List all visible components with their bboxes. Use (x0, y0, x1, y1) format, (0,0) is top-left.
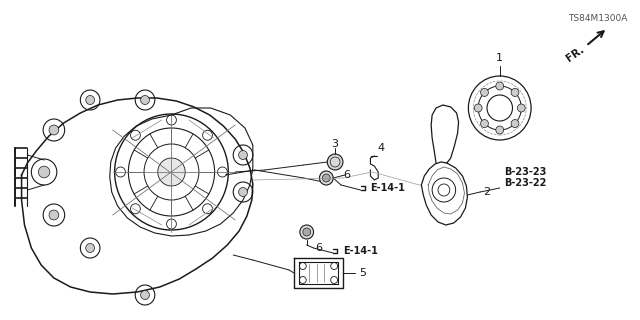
Circle shape (49, 210, 59, 220)
Circle shape (158, 158, 185, 186)
Circle shape (496, 82, 504, 90)
Circle shape (141, 291, 149, 300)
Circle shape (319, 171, 333, 185)
Text: 1: 1 (496, 53, 503, 63)
Text: 3: 3 (332, 139, 339, 149)
Circle shape (239, 188, 248, 196)
Circle shape (49, 125, 59, 135)
Circle shape (474, 104, 482, 112)
Circle shape (511, 120, 519, 128)
Text: FR.: FR. (564, 44, 586, 64)
Text: TS84M1300A: TS84M1300A (568, 13, 628, 22)
Circle shape (481, 120, 488, 128)
Circle shape (327, 154, 343, 170)
Circle shape (86, 244, 95, 252)
Text: 6: 6 (316, 243, 323, 253)
Text: B-23-23: B-23-23 (504, 167, 546, 177)
Text: 4: 4 (377, 143, 385, 153)
Circle shape (38, 166, 50, 178)
Circle shape (323, 174, 330, 182)
Circle shape (303, 228, 310, 236)
Circle shape (141, 95, 149, 105)
Circle shape (300, 225, 314, 239)
Text: 5: 5 (359, 268, 366, 278)
Text: E-14-1: E-14-1 (343, 246, 378, 256)
Circle shape (86, 95, 95, 105)
Text: 6: 6 (343, 170, 350, 180)
Circle shape (481, 88, 488, 96)
Text: B-23-22: B-23-22 (504, 178, 546, 188)
Circle shape (517, 104, 525, 112)
Text: E-14-1: E-14-1 (371, 183, 405, 193)
Circle shape (496, 126, 504, 134)
Circle shape (239, 150, 248, 159)
Text: 2: 2 (483, 187, 491, 197)
Circle shape (511, 88, 519, 96)
